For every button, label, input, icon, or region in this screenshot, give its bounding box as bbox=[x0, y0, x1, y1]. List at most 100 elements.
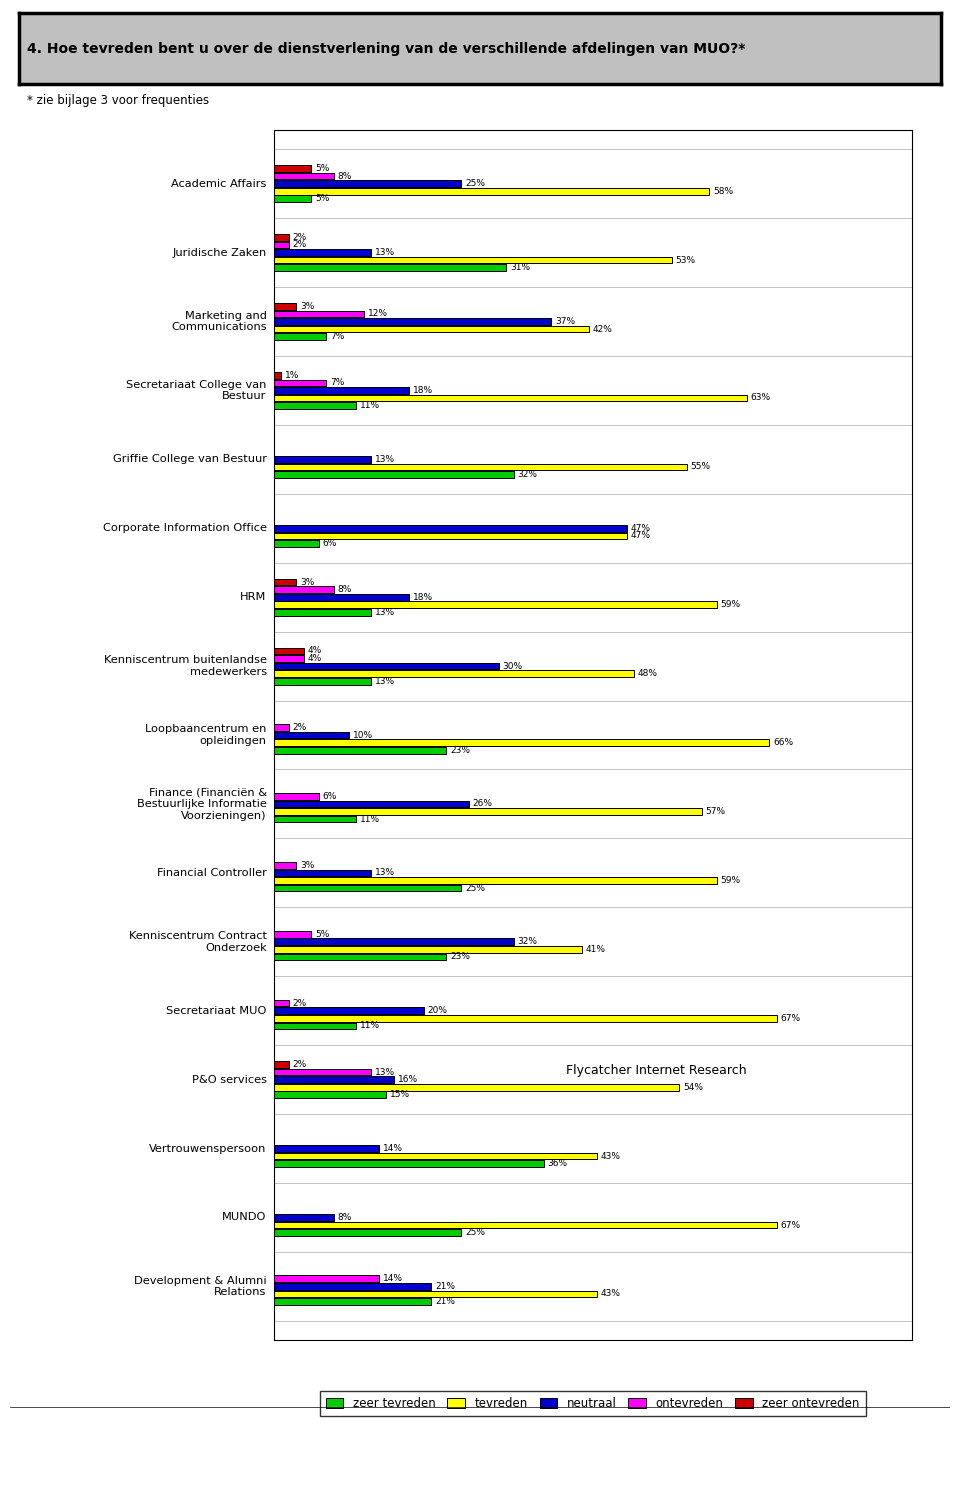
Bar bbox=[274, 1076, 394, 1082]
Text: 13%: 13% bbox=[375, 677, 396, 686]
Text: 55%: 55% bbox=[690, 463, 710, 472]
Bar bbox=[274, 388, 409, 394]
Bar bbox=[274, 609, 372, 615]
Bar bbox=[274, 663, 499, 669]
Bar bbox=[274, 1091, 386, 1099]
Text: 36%: 36% bbox=[548, 1159, 568, 1168]
Text: 32%: 32% bbox=[517, 937, 538, 946]
Bar bbox=[274, 954, 446, 960]
Bar bbox=[274, 747, 446, 753]
Bar bbox=[274, 885, 462, 891]
Bar bbox=[274, 189, 709, 195]
Text: 14%: 14% bbox=[382, 1144, 402, 1153]
Text: 58%: 58% bbox=[713, 187, 733, 196]
Bar bbox=[274, 395, 747, 401]
Text: 18%: 18% bbox=[413, 593, 433, 602]
Text: 42%: 42% bbox=[592, 325, 612, 334]
Text: Flycatcher Internet Research: Flycatcher Internet Research bbox=[565, 1064, 746, 1076]
Text: 2%: 2% bbox=[293, 234, 306, 243]
Text: 67%: 67% bbox=[780, 1013, 801, 1022]
Text: * zie bijlage 3 voor frequenties: * zie bijlage 3 voor frequenties bbox=[27, 94, 208, 106]
Text: 26%: 26% bbox=[472, 799, 492, 808]
Text: 63%: 63% bbox=[751, 394, 771, 403]
Text: 48%: 48% bbox=[637, 669, 658, 678]
Bar bbox=[274, 241, 289, 249]
Bar bbox=[274, 1061, 289, 1067]
Bar bbox=[274, 1007, 423, 1013]
Text: 10%: 10% bbox=[352, 731, 372, 740]
Bar bbox=[274, 793, 319, 799]
Text: 4%: 4% bbox=[307, 654, 322, 663]
Bar bbox=[274, 525, 627, 531]
Bar bbox=[274, 371, 281, 379]
Text: 25%: 25% bbox=[465, 1228, 485, 1237]
Text: 1%: 1% bbox=[285, 371, 300, 380]
Text: 2%: 2% bbox=[293, 723, 306, 732]
Text: 47%: 47% bbox=[631, 524, 650, 533]
Text: 6%: 6% bbox=[323, 539, 337, 548]
Text: 54%: 54% bbox=[683, 1082, 703, 1091]
Bar bbox=[274, 801, 468, 807]
Bar bbox=[274, 1275, 379, 1281]
Text: 23%: 23% bbox=[450, 746, 470, 754]
Text: 30%: 30% bbox=[503, 662, 523, 671]
Text: 25%: 25% bbox=[465, 883, 485, 892]
Bar bbox=[274, 939, 514, 945]
Bar bbox=[274, 180, 462, 187]
Bar bbox=[274, 334, 326, 340]
Text: 11%: 11% bbox=[360, 1021, 380, 1030]
Bar bbox=[274, 725, 289, 731]
Text: 41%: 41% bbox=[586, 945, 606, 954]
Text: 14%: 14% bbox=[382, 1274, 402, 1283]
Bar bbox=[274, 464, 686, 470]
Bar bbox=[274, 1153, 596, 1160]
Text: 59%: 59% bbox=[720, 600, 740, 609]
Bar bbox=[274, 265, 507, 271]
Text: 31%: 31% bbox=[510, 263, 530, 272]
Bar bbox=[274, 380, 326, 386]
Bar bbox=[274, 1145, 379, 1151]
Bar bbox=[274, 1290, 596, 1298]
Text: 8%: 8% bbox=[338, 172, 351, 181]
Text: 13%: 13% bbox=[375, 1067, 396, 1076]
Bar bbox=[274, 472, 514, 478]
Text: 43%: 43% bbox=[600, 1289, 620, 1298]
Bar bbox=[274, 602, 717, 608]
Text: 8%: 8% bbox=[338, 585, 351, 594]
Bar bbox=[274, 326, 589, 332]
Text: 66%: 66% bbox=[773, 738, 793, 747]
Bar bbox=[274, 165, 311, 172]
Text: 3%: 3% bbox=[300, 861, 314, 870]
Text: 11%: 11% bbox=[360, 401, 380, 410]
Text: 13%: 13% bbox=[375, 455, 396, 464]
Text: 32%: 32% bbox=[517, 470, 538, 479]
Bar bbox=[274, 249, 372, 256]
Bar bbox=[274, 594, 409, 600]
Text: 21%: 21% bbox=[435, 1296, 455, 1305]
Bar bbox=[274, 1222, 777, 1229]
Bar bbox=[274, 319, 551, 325]
Text: 13%: 13% bbox=[375, 608, 396, 617]
Text: 59%: 59% bbox=[720, 876, 740, 885]
Bar bbox=[274, 1069, 372, 1075]
Bar bbox=[274, 877, 717, 883]
Bar bbox=[274, 234, 289, 241]
Bar bbox=[274, 816, 356, 822]
Bar bbox=[274, 808, 702, 814]
Bar bbox=[274, 862, 296, 868]
Text: 6%: 6% bbox=[323, 792, 337, 801]
Text: 13%: 13% bbox=[375, 868, 396, 877]
Text: 5%: 5% bbox=[315, 195, 329, 204]
Text: 18%: 18% bbox=[413, 386, 433, 395]
Bar bbox=[274, 1283, 431, 1290]
Bar bbox=[274, 946, 582, 952]
Text: 11%: 11% bbox=[360, 814, 380, 823]
Text: 2%: 2% bbox=[293, 998, 306, 1007]
Text: 3%: 3% bbox=[300, 578, 314, 587]
Bar bbox=[274, 1298, 431, 1305]
Bar bbox=[274, 1229, 462, 1237]
Bar bbox=[274, 540, 319, 546]
Bar bbox=[274, 587, 334, 593]
Bar bbox=[274, 1084, 679, 1090]
Text: 67%: 67% bbox=[780, 1220, 801, 1229]
